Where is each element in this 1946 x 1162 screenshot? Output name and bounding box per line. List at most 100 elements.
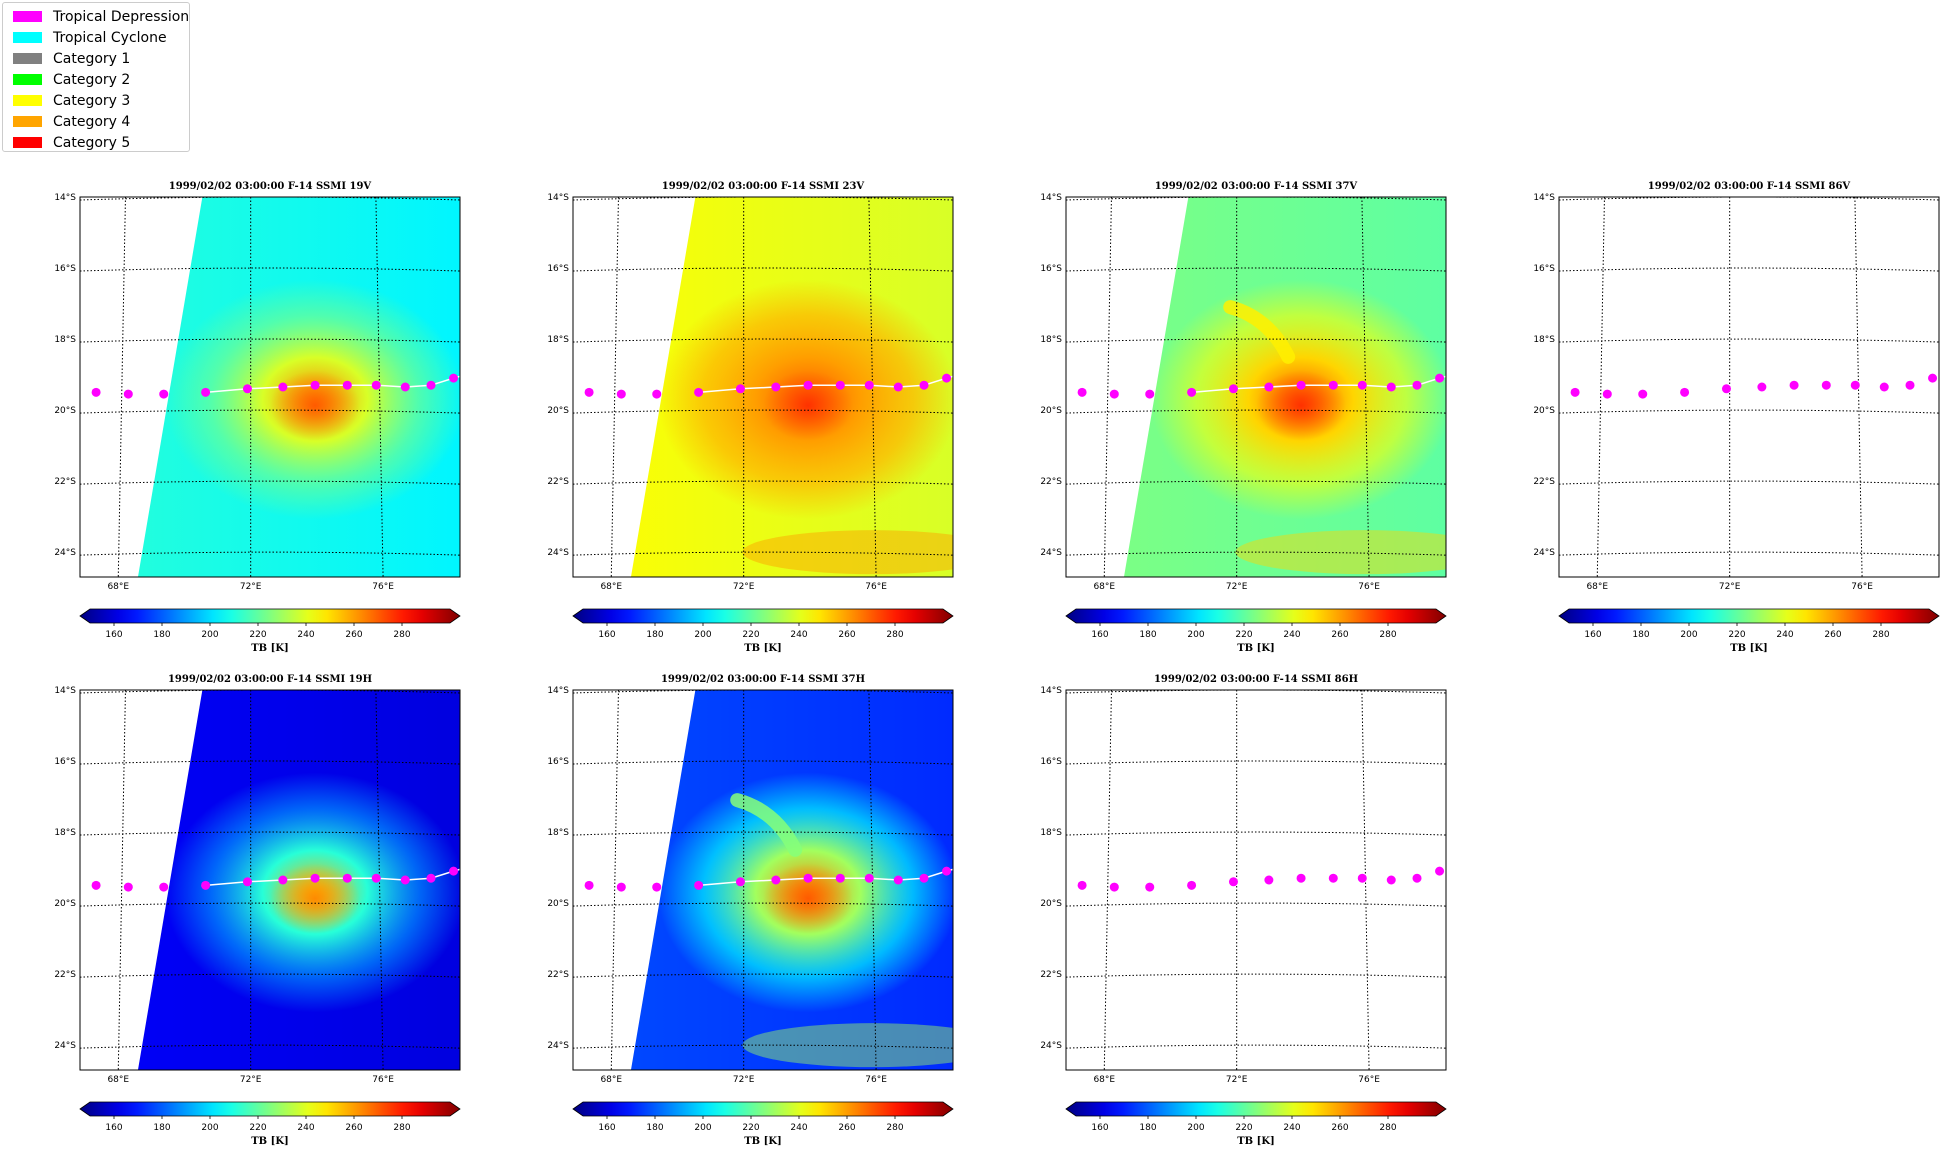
colorbar-tick-label: 160	[1091, 1123, 1108, 1133]
storm-core	[763, 863, 854, 934]
track-point	[652, 389, 662, 399]
track-point	[735, 384, 745, 394]
lat-tick-label: 22°S	[54, 477, 76, 487]
legend-label: Category 2	[53, 71, 131, 88]
latitude-line	[573, 902, 953, 907]
plot-area	[1559, 197, 1939, 577]
track-point	[616, 882, 626, 892]
plot-area	[1066, 690, 1446, 1070]
lat-tick-label: 18°S	[547, 335, 569, 345]
track-point	[1879, 382, 1889, 392]
plot-frame	[79, 689, 461, 1071]
lat-tick-label: 20°S	[54, 899, 76, 909]
track-point	[201, 387, 211, 397]
plot-area	[573, 197, 953, 577]
track-point	[1386, 875, 1396, 885]
track-point	[310, 873, 320, 883]
track-point	[1357, 873, 1367, 883]
plot-background	[1559, 197, 1939, 577]
latitude-line	[80, 902, 460, 907]
latitude-line	[573, 267, 953, 272]
lat-tick-label: 20°S	[1533, 406, 1555, 416]
colorbar-tick-label: 240	[1283, 1123, 1300, 1133]
latitude-line	[80, 831, 460, 836]
legend-item-category-3: Category 3	[13, 90, 130, 111]
lon-tick-label: 68°E	[107, 1075, 129, 1085]
plot-frame	[572, 196, 954, 578]
track-point	[1109, 389, 1119, 399]
lon-tick-label: 76°E	[372, 582, 394, 592]
track-point	[371, 380, 381, 390]
colorbar-tick-label: 160	[1584, 630, 1601, 640]
lat-tick-label: 22°S	[547, 477, 569, 487]
track-point	[310, 380, 320, 390]
colorbar-tick-label: 260	[1824, 630, 1841, 640]
longitude-line	[1596, 197, 1605, 577]
colorbar-label: TB [K]	[1237, 643, 1275, 654]
colorbar-tick-label: 160	[598, 630, 615, 640]
latitude-line	[1066, 551, 1446, 556]
map-panel-86v: 1999/02/02 03:00:00 F-14 SSMI 86V 14°S 16°…	[1533, 181, 1940, 654]
map-panel-23v: 1999/02/02 03:00:00 F-14 SSMI 23V 14°S 16°…	[547, 181, 954, 654]
longitude-line	[610, 690, 619, 1070]
colorbar-tick-label: 180	[153, 1123, 170, 1133]
track-point	[159, 882, 169, 892]
colorbar-tick-label: 240	[790, 630, 807, 640]
track-point	[584, 387, 594, 397]
longitude-line	[117, 197, 126, 577]
lat-tick-label: 14°S	[54, 193, 76, 203]
track-point	[835, 380, 845, 390]
southern-band	[742, 1023, 953, 1068]
legend-item-tropical-depression: Tropical Depression	[13, 6, 189, 27]
colorbar-tick-label: 240	[1283, 630, 1300, 640]
track-point	[1850, 380, 1860, 390]
colorbar-tick-label: 200	[694, 1123, 711, 1133]
colorbar-tick-label: 260	[1331, 630, 1348, 640]
colorbar-tick-label: 260	[345, 1123, 362, 1133]
legend-swatch	[13, 11, 42, 22]
colorbar-tick-label: 280	[1872, 630, 1889, 640]
colorbar-tick-label: 240	[297, 630, 314, 640]
panel-title: 1999/02/02 03:00:00 F-14 SSMI 19V	[169, 181, 372, 192]
legend-label: Tropical Depression	[53, 8, 190, 25]
legend-swatch	[13, 32, 42, 43]
track-point	[426, 380, 436, 390]
track-point	[91, 880, 101, 890]
lat-tick-label: 22°S	[54, 970, 76, 980]
colorbar-tick-label: 260	[838, 1123, 855, 1133]
track-point	[1109, 882, 1119, 892]
colorbar-tick-label: 260	[345, 630, 362, 640]
colorbar-tick-label: 260	[1331, 1123, 1348, 1133]
lon-tick-label: 76°E	[1358, 582, 1380, 592]
panel-title: 1999/02/02 03:00:00 F-14 SSMI 37H	[661, 674, 865, 685]
track-point	[1928, 373, 1938, 383]
panel-title: 1999/02/02 03:00:00 F-14 SSMI 23V	[662, 181, 865, 192]
track-point	[652, 882, 662, 892]
lat-tick-label: 16°S	[547, 264, 569, 274]
plot-frame	[1558, 196, 1940, 578]
track-point	[1077, 880, 1087, 890]
track-point	[803, 873, 813, 883]
legend-swatch	[13, 116, 42, 127]
legend-swatch	[13, 95, 42, 106]
latitude-line	[80, 480, 460, 485]
longitude-line	[117, 690, 126, 1070]
latitude-line	[1066, 690, 1446, 694]
colorbar-label: TB [K]	[1730, 643, 1768, 654]
track-point	[1435, 373, 1445, 383]
track-point	[123, 882, 133, 892]
plot-area	[80, 690, 460, 1070]
legend-label: Category 3	[53, 92, 131, 109]
latitude-line	[80, 409, 460, 414]
latitude-line	[1559, 338, 1939, 343]
track-point	[616, 389, 626, 399]
map-panel-37h: 1999/02/02 03:00:00 F-14 SSMI 37H 14°S 16°…	[547, 674, 954, 1147]
panel-title: 1999/02/02 03:00:00 F-14 SSMI 19H	[168, 674, 372, 685]
track-point	[1789, 380, 1799, 390]
lat-tick-label: 24°S	[1040, 1041, 1062, 1051]
colorbar-tick-label: 160	[598, 1123, 615, 1133]
lat-tick-label: 24°S	[54, 1041, 76, 1051]
colorbar-tick-label: 200	[201, 1123, 218, 1133]
track-point	[242, 877, 252, 887]
track-point	[1680, 387, 1690, 397]
